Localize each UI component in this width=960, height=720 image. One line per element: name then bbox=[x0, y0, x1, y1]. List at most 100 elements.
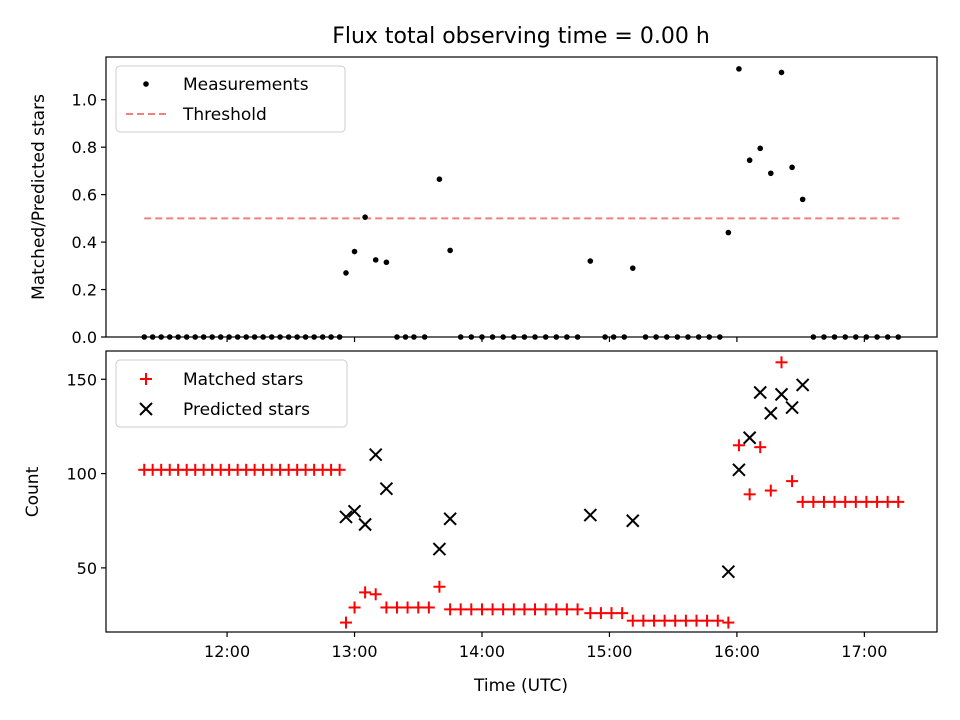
predicted-star-point bbox=[795, 378, 810, 392]
matched-star-point bbox=[637, 614, 650, 627]
matched-star-point bbox=[584, 607, 597, 620]
matched-star-point bbox=[701, 614, 714, 627]
matched-star-point bbox=[648, 614, 661, 627]
matched-star-point bbox=[359, 586, 372, 599]
matched-star-point bbox=[539, 603, 552, 616]
measurement-point bbox=[789, 164, 795, 171]
matched-star-point bbox=[764, 484, 777, 497]
predicted-star-point bbox=[368, 448, 383, 462]
count-legend: Matched stars Predicted stars bbox=[115, 359, 348, 428]
legend-measurements-label: Measurements bbox=[183, 75, 309, 95]
matched-star-point bbox=[775, 356, 788, 369]
matched-star-point bbox=[860, 495, 873, 508]
matched-star-point bbox=[669, 614, 682, 627]
matched-star-point bbox=[722, 616, 735, 629]
matched-star-point bbox=[605, 607, 618, 620]
matched-star-point bbox=[380, 601, 393, 614]
measurement-point bbox=[629, 265, 636, 271]
matched-star-point bbox=[390, 601, 403, 614]
predicted-star-point bbox=[347, 504, 362, 519]
matched-star-point bbox=[892, 495, 905, 508]
count-legend-box bbox=[115, 359, 348, 428]
measurement-point bbox=[746, 157, 753, 164]
predicted-star-point bbox=[753, 385, 767, 400]
measurement-point bbox=[768, 170, 774, 177]
matched-star-point bbox=[507, 603, 520, 616]
matched-star-point bbox=[369, 588, 382, 601]
count-y-tick-label: 50 bbox=[77, 559, 97, 578]
matched-star-point bbox=[333, 463, 346, 476]
ratio-y-tick-label: 0.2 bbox=[72, 281, 97, 300]
count-axes-frame bbox=[105, 350, 938, 633]
matched-star-point bbox=[711, 614, 724, 627]
measurement-point bbox=[447, 247, 453, 254]
matched-star-point bbox=[743, 488, 756, 501]
x-axis-label: Time (UTC) bbox=[473, 676, 568, 696]
count-marks bbox=[138, 356, 905, 629]
ratio-y-tick-label: 1.0 bbox=[72, 91, 97, 110]
matched-star-point bbox=[348, 601, 361, 614]
count-x-axis-ticks: 12:00 13:00 14:00 15:00 16:00 17:00 bbox=[204, 632, 887, 661]
matched-star-point bbox=[839, 495, 852, 508]
legend-threshold-label: Threshold bbox=[182, 105, 267, 125]
legend-predicted-label: Predicted stars bbox=[183, 400, 310, 420]
matched-star-point bbox=[518, 603, 531, 616]
matched-star-point bbox=[594, 607, 607, 620]
ratio-y-axis-label: Matched/Predicted stars bbox=[29, 94, 49, 300]
matched-star-point bbox=[422, 601, 435, 614]
ratio-panel: 0.0 0.2 0.4 0.6 0.8 1.0 Matched/Predicted sta… bbox=[29, 56, 938, 347]
x-tick-label: 16:00 bbox=[714, 642, 760, 661]
predicted-star-point bbox=[785, 400, 799, 415]
matched-star-point bbox=[849, 495, 862, 508]
predicted-star-point bbox=[443, 512, 457, 526]
matched-star-point bbox=[454, 603, 467, 616]
matched-star-point bbox=[560, 603, 573, 616]
ratio-y-axis-ticks: 0.0 0.2 0.4 0.6 0.8 1.0 bbox=[72, 91, 106, 347]
matched-star-point bbox=[412, 601, 425, 614]
count-y-axis-label: Count bbox=[23, 466, 43, 517]
matched-star-point bbox=[401, 601, 414, 614]
measurement-point bbox=[778, 69, 785, 76]
x-tick-label: 15:00 bbox=[586, 642, 632, 661]
matched-star-point bbox=[433, 580, 446, 593]
ratio-y-tick-label: 0.8 bbox=[72, 138, 97, 157]
measurement-point bbox=[587, 258, 594, 264]
matched-star-point bbox=[465, 603, 478, 616]
predicted-star-point bbox=[742, 431, 757, 445]
matched-star-point bbox=[626, 614, 639, 627]
count-y-tick-label: 100 bbox=[66, 465, 97, 484]
matched-star-point bbox=[871, 495, 884, 508]
predicted-star-point bbox=[732, 463, 746, 477]
predicted-star-point bbox=[358, 517, 372, 532]
measurement-point bbox=[383, 259, 390, 266]
matched-star-point bbox=[754, 441, 767, 454]
measurement-point bbox=[343, 270, 349, 276]
ratio-x-axis-ticks bbox=[226, 337, 865, 342]
matched-star-point bbox=[679, 614, 692, 627]
matched-star-point bbox=[690, 614, 703, 627]
matched-star-point bbox=[817, 495, 830, 508]
measurement-point bbox=[736, 66, 742, 72]
legend-matched-marker bbox=[140, 373, 152, 385]
matched-star-point bbox=[571, 603, 584, 616]
measurement-point bbox=[725, 229, 732, 236]
matched-star-point bbox=[497, 603, 510, 616]
matched-star-point bbox=[807, 495, 820, 508]
matched-star-point bbox=[486, 603, 499, 616]
legend-matched-label: Matched stars bbox=[183, 370, 303, 390]
count-y-tick-label: 150 bbox=[66, 370, 97, 389]
predicted-star-point bbox=[626, 514, 640, 528]
predicted-star-point bbox=[432, 542, 447, 556]
count-y-axis-ticks: 50 100 150 bbox=[66, 370, 106, 578]
predicted-star-point bbox=[583, 508, 598, 522]
ratio-axes-frame bbox=[105, 56, 938, 338]
ratio-y-tick-label: 0.6 bbox=[72, 186, 97, 205]
legend-measurements-marker bbox=[143, 81, 149, 87]
measurement-point bbox=[372, 257, 379, 263]
matched-star-point bbox=[786, 475, 799, 488]
matched-star-point bbox=[732, 439, 745, 452]
x-tick-label: 17:00 bbox=[841, 642, 887, 661]
matched-star-point bbox=[444, 603, 457, 616]
x-tick-label: 13:00 bbox=[331, 642, 377, 661]
